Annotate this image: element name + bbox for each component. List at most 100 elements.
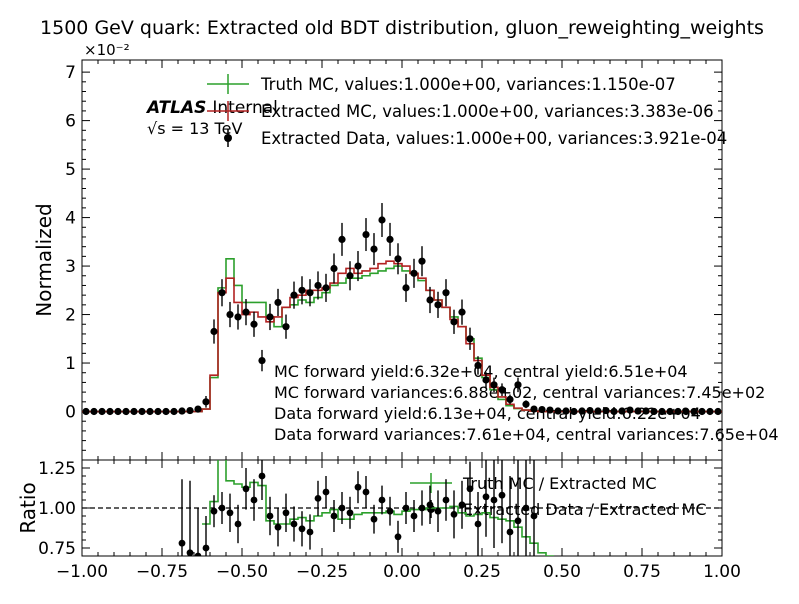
ratio-y-tick-label: 1.00 — [38, 499, 76, 519]
data-point — [450, 318, 458, 326]
ratio-data-point — [274, 523, 282, 531]
ratio-data-point — [242, 485, 250, 493]
data-point — [330, 264, 338, 273]
data-point — [514, 381, 522, 389]
ratio-data-point — [330, 512, 338, 520]
data-point — [194, 405, 202, 413]
data-point — [538, 405, 546, 414]
data-point — [410, 269, 418, 277]
ratio-data-point — [394, 533, 402, 541]
data-point — [626, 406, 634, 414]
energy-prefix: √s = — [147, 119, 189, 138]
x-tick-label: 0.25 — [463, 562, 501, 582]
data-point — [354, 262, 362, 270]
data-point — [642, 407, 650, 415]
ratio-y-axis-label: Ratio — [16, 482, 40, 533]
data-point — [346, 272, 354, 280]
atlas-label: ATLAS Internal — [145, 98, 278, 118]
ratio-data-point — [234, 520, 242, 528]
data-point — [282, 323, 290, 331]
ratio-data-point — [250, 496, 258, 504]
data-point — [314, 281, 322, 290]
data-point — [594, 407, 602, 415]
data-point — [90, 407, 98, 416]
annotation-data-variances: Data forward variances:7.61e+04, central… — [274, 425, 779, 444]
data-point — [506, 395, 514, 403]
ratio-data-point — [522, 504, 530, 512]
data-point — [698, 407, 706, 416]
data-point — [522, 400, 530, 408]
ratio-data-point — [434, 507, 442, 515]
data-point — [634, 407, 642, 415]
ratio-data-point — [498, 491, 506, 499]
data-point — [362, 230, 370, 239]
data-point — [458, 308, 466, 316]
data-point — [602, 406, 610, 415]
annotation-mc-yield: MC forward yield:6.32e+04, central yield… — [274, 362, 688, 381]
x-tick-label: −0.75 — [136, 562, 188, 582]
data-point — [386, 235, 394, 243]
data-point — [154, 407, 162, 416]
data-point — [474, 361, 482, 370]
ratio-y-tick-label: 1.25 — [38, 459, 76, 479]
ratio-data-point — [410, 512, 418, 520]
ratio-data-point — [490, 496, 498, 504]
data-point — [266, 313, 274, 321]
data-point — [370, 245, 378, 253]
ratio-data-point — [178, 539, 186, 547]
main-y-tick-label: 1 — [65, 354, 76, 374]
data-point — [586, 406, 594, 415]
data-point — [498, 386, 506, 394]
data-point — [210, 327, 218, 336]
main-y-tick-label: 6 — [65, 112, 76, 132]
ratio-plot-area — [82, 460, 722, 556]
ratio-data-point — [266, 512, 274, 520]
x-tick-label: −1.00 — [56, 562, 108, 582]
ratio-data-point — [282, 509, 290, 517]
data-point — [306, 289, 314, 297]
ratio-data-point — [218, 504, 226, 512]
truth-over-extracted-histogram — [202, 460, 554, 556]
ratio-data-point — [298, 525, 306, 533]
ratio-data-point — [202, 544, 210, 552]
annotation-mc-variances: MC forward variances:6.88e+02, central v… — [274, 383, 765, 402]
main-y-tick-label: 2 — [65, 306, 76, 326]
ratio-y-tick-label: 0.75 — [38, 539, 76, 559]
ratio-data-point — [290, 520, 298, 528]
data-point — [554, 407, 562, 415]
data-point — [530, 405, 538, 413]
main-y-axis-label: Normalized — [32, 203, 56, 316]
data-point — [482, 376, 490, 384]
ratio-data-point — [362, 488, 370, 496]
main-y-tick-label: 3 — [65, 257, 76, 277]
data-point — [546, 406, 554, 414]
data-point — [178, 407, 186, 415]
data-point — [290, 291, 298, 299]
data-point — [98, 407, 106, 416]
data-point — [146, 407, 154, 416]
data-point — [706, 407, 714, 416]
data-point — [666, 407, 674, 416]
ratio-data-point — [258, 472, 266, 480]
data-point — [402, 284, 410, 292]
data-point — [562, 407, 570, 415]
x-tick-label: 0.00 — [383, 562, 421, 582]
data-point — [234, 313, 242, 321]
data-point — [714, 407, 722, 416]
data-point — [122, 407, 130, 416]
main-plot-area — [82, 203, 722, 416]
ratio-data-point — [226, 509, 234, 517]
yield-annotations: MC forward yield:6.32e+04, central yield… — [274, 362, 779, 444]
x-tick-label: 0.50 — [543, 562, 581, 582]
ratio-data-point — [402, 504, 410, 512]
data-point — [138, 407, 146, 416]
y-scale-multiplier: ×10⁻² — [84, 41, 130, 59]
ratio-data-point — [314, 495, 322, 502]
ratio-data-point — [186, 549, 194, 556]
ratio-data-point — [458, 501, 466, 509]
data-point — [466, 335, 474, 343]
ratio-data-point — [194, 552, 202, 556]
x-tick-label: −0.50 — [216, 562, 268, 582]
